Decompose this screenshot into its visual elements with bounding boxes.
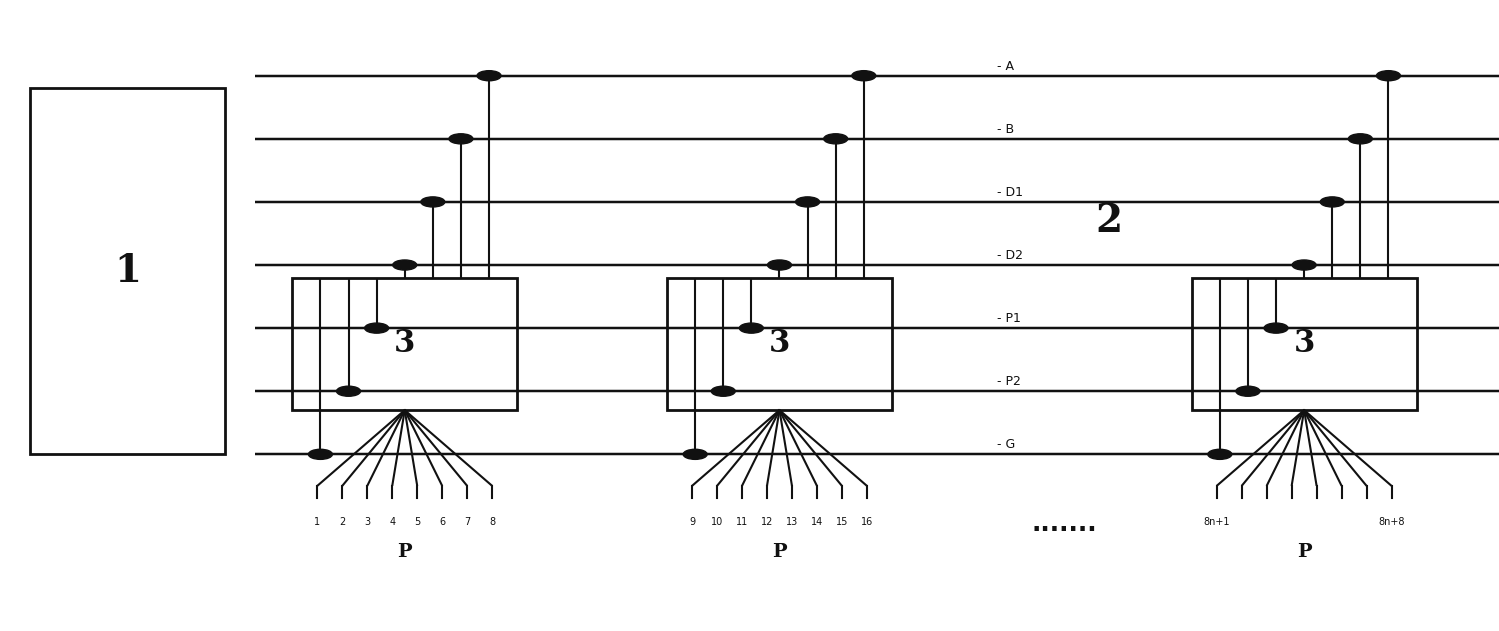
Text: 8n+1: 8n+1 [1204,517,1231,528]
Text: 3: 3 [364,517,370,528]
Text: 7: 7 [465,517,471,528]
Circle shape [796,197,820,207]
Text: 16: 16 [860,517,872,528]
Text: 12: 12 [761,517,773,528]
Text: P: P [397,543,412,561]
Circle shape [1208,449,1232,459]
Circle shape [448,134,474,144]
Text: - D2: - D2 [997,249,1022,262]
Text: 14: 14 [811,517,823,528]
Text: 2: 2 [1096,202,1123,240]
Circle shape [684,449,708,459]
Circle shape [1264,323,1288,333]
Circle shape [851,71,875,81]
Text: 3: 3 [769,328,790,360]
Circle shape [1376,71,1400,81]
Text: 8n+8: 8n+8 [1378,517,1405,528]
Text: 9: 9 [690,517,696,528]
Circle shape [1235,386,1259,396]
Circle shape [364,323,388,333]
Circle shape [477,71,501,81]
Text: - P2: - P2 [997,375,1021,388]
Circle shape [309,449,333,459]
Text: - D1: - D1 [997,186,1022,199]
Text: 15: 15 [836,517,848,528]
Text: ·······: ······· [1031,518,1097,542]
Text: P: P [1297,543,1312,561]
Circle shape [711,386,735,396]
Circle shape [739,323,763,333]
Circle shape [1321,197,1345,207]
FancyBboxPatch shape [292,278,517,410]
Circle shape [393,260,417,270]
Text: 3: 3 [1294,328,1315,360]
Text: 5: 5 [414,517,420,528]
Circle shape [421,197,445,207]
Text: - B: - B [997,123,1013,136]
FancyBboxPatch shape [1192,278,1417,410]
Text: 10: 10 [711,517,723,528]
Text: 13: 13 [785,517,797,528]
Text: 8: 8 [489,517,495,528]
Text: 3: 3 [394,328,415,360]
Text: 6: 6 [439,517,445,528]
Text: - G: - G [997,439,1015,451]
FancyBboxPatch shape [30,88,225,454]
Text: 2: 2 [339,517,345,528]
Text: 11: 11 [736,517,748,528]
Circle shape [767,260,791,270]
Text: - P1: - P1 [997,312,1021,325]
Text: - A: - A [997,60,1013,73]
Circle shape [336,386,361,396]
FancyBboxPatch shape [667,278,892,410]
Text: 4: 4 [390,517,396,528]
Text: 1: 1 [114,252,141,290]
Text: 1: 1 [315,517,321,528]
Text: P: P [772,543,787,561]
Circle shape [1349,134,1372,144]
Circle shape [1292,260,1316,270]
Circle shape [824,134,847,144]
